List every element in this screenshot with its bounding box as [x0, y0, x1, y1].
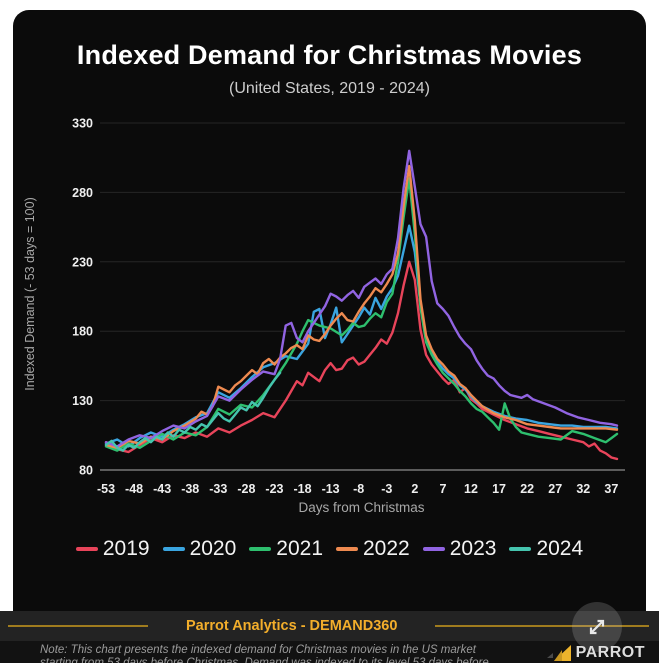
- y-tick-label: 130: [72, 394, 93, 408]
- chart-legend: 2019 2020 2021 2022 2023 2024: [13, 537, 646, 561]
- x-tick-label: 32: [576, 482, 590, 496]
- legend-item-2019: 2019: [75, 537, 150, 561]
- x-tick-label: 17: [492, 482, 506, 496]
- x-tick-label: -43: [153, 482, 171, 496]
- legend-item-2021: 2021: [249, 537, 323, 561]
- x-tick-label: -3: [381, 482, 392, 496]
- legend-label-2024: 2024: [536, 537, 584, 560]
- x-tick-label: -33: [209, 482, 227, 496]
- x-axis-label: Days from Christmas: [298, 500, 425, 515]
- legend-label-2021: 2021: [276, 537, 323, 560]
- source-strip: Parrot Analytics - DEMAND360: [0, 611, 659, 641]
- x-tick-label: -23: [265, 482, 283, 496]
- legend-swatch-2019: [75, 547, 98, 551]
- series-line-2022: [104, 164, 619, 449]
- legend-swatch-2024: [509, 547, 532, 551]
- brand-logo: PARROT: [546, 644, 645, 662]
- x-tick-label: 27: [548, 482, 562, 496]
- y-tick-label: 280: [72, 186, 93, 200]
- expand-button[interactable]: [572, 602, 622, 652]
- x-tick-label: -48: [125, 482, 143, 496]
- chart-plot-area: 80 130 180 230 280 330 -53 -48 -43 -38 -33 -28 -23 -1…: [72, 117, 625, 496]
- x-tick-label: -8: [353, 482, 364, 496]
- chart-title: Indexed Demand for Christmas Movies: [76, 40, 583, 70]
- chart-note: Note: This chart presents the indexed de…: [40, 644, 600, 663]
- gold-rule-left: [8, 625, 148, 627]
- y-tick-label: 330: [72, 117, 93, 131]
- legend-label-2020: 2020: [189, 537, 237, 560]
- chart-subtitle: (United States, 2019 - 2024): [228, 80, 430, 97]
- legend-label-2022: 2022: [363, 537, 410, 560]
- x-tick-label: 37: [604, 482, 618, 496]
- legend-item-2023: 2023: [422, 537, 497, 561]
- legend-swatch-2022: [336, 547, 358, 551]
- x-tick-label: 7: [439, 482, 446, 496]
- x-tick-label: -38: [181, 482, 199, 496]
- note-line-1: Note: This chart presents the indexed de…: [40, 644, 476, 656]
- legend-item-2024: 2024: [509, 537, 583, 561]
- gold-rule-right: [435, 625, 649, 627]
- source-label: Parrot Analytics - DEMAND360: [186, 618, 398, 634]
- parrot-bird-icon: [546, 645, 571, 661]
- legend-swatch-2020: [162, 547, 185, 551]
- y-axis-label: Indexed Demand (- 53 days = 100): [23, 197, 37, 391]
- y-tick-label: 230: [72, 255, 93, 269]
- legend-item-2022: 2022: [336, 537, 410, 561]
- chart-card: Indexed Demand for Christmas Movies (Uni…: [13, 10, 646, 663]
- series-line-2023: [104, 149, 619, 448]
- legend-swatch-2023: [422, 547, 445, 551]
- x-tick-label: -13: [322, 482, 340, 496]
- series-line-2021: [104, 177, 619, 452]
- series-line-2020: [104, 224, 619, 448]
- y-tick-label: 180: [72, 325, 93, 339]
- legend-swatch-2021: [249, 547, 272, 551]
- series-line-2019: [104, 260, 619, 461]
- x-tick-label: -53: [97, 482, 115, 496]
- x-tick-label: 12: [464, 482, 478, 496]
- expand-arrows-icon: [589, 619, 605, 635]
- note-line-2: starting from 53 days before Christmas. …: [40, 657, 489, 663]
- y-tick-label: 80: [79, 464, 93, 478]
- legend-label-2019: 2019: [102, 537, 150, 560]
- note-strip: Note: This chart presents the indexed de…: [0, 641, 659, 663]
- x-tick-label: 22: [520, 482, 534, 496]
- brand-name: PARROT: [575, 644, 645, 661]
- series-line-2024: [104, 371, 282, 452]
- legend-item-2020: 2020: [162, 537, 237, 561]
- x-tick-label: -18: [293, 482, 311, 496]
- x-tick-label: -28: [237, 482, 255, 496]
- legend-label-2023: 2023: [449, 537, 497, 560]
- x-tick-label: 2: [411, 482, 418, 496]
